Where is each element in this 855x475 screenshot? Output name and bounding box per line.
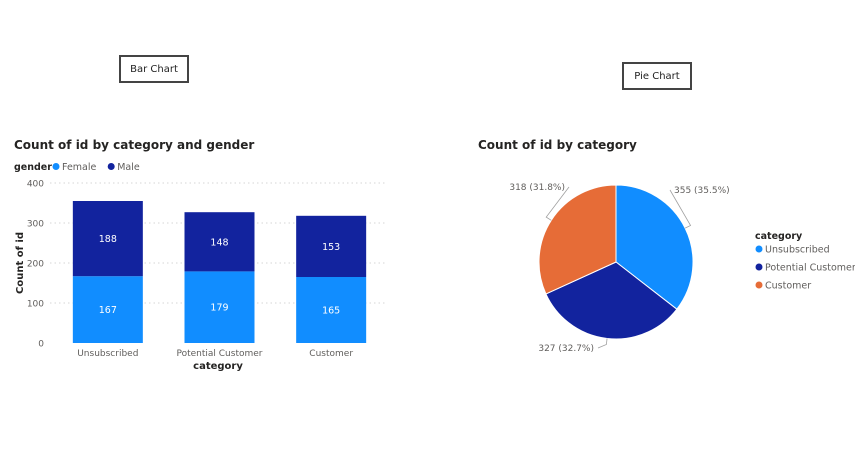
data-label: 318 (31.8%) <box>509 183 565 193</box>
bar-female <box>296 277 367 343</box>
leader-line <box>545 186 570 221</box>
y-tick-label: 200 <box>27 260 44 270</box>
y-tick-label: 400 <box>27 180 44 190</box>
bar-female <box>184 271 255 343</box>
bar-male <box>296 215 367 277</box>
legend-marker-potential-customer <box>755 263 763 271</box>
data-label: 148 <box>210 237 228 248</box>
bar-male <box>72 201 143 277</box>
legend-marker-customer <box>755 281 763 289</box>
pie-chart-title: Count of id by category <box>478 138 637 152</box>
legend-label-female: Female <box>62 162 97 173</box>
legend-marker-female <box>52 163 60 170</box>
data-label: 188 <box>99 234 117 245</box>
data-label: 327 (32.7%) <box>538 344 594 354</box>
legend-marker-unsubscribed <box>755 245 763 253</box>
x-tick-label: Unsubscribed <box>77 349 138 359</box>
y-tick-label: 0 <box>38 340 44 350</box>
bar-chart-title: Count of id by category and gender <box>14 138 255 152</box>
bar-chart: gender Female Male 0 100 200 300 400 Count of id… <box>14 162 385 372</box>
legend-label-customer: Customer <box>765 281 811 292</box>
legend-label-potential-customer: Potential Customer <box>765 263 855 274</box>
legend-label-male: Male <box>117 162 140 173</box>
x-tick-label: Potential Customer <box>176 349 262 359</box>
data-label: 153 <box>322 242 340 253</box>
legend-title: gender <box>14 162 52 173</box>
legend-label-unsubscribed: Unsubscribed <box>765 245 830 256</box>
x-tick-label: Customer <box>309 349 353 359</box>
bar-female <box>72 276 143 343</box>
leader-line <box>669 189 692 229</box>
legend-title: category <box>755 231 803 242</box>
leader-line <box>597 338 608 349</box>
data-label: 355 (35.5%) <box>674 186 730 196</box>
bar-chart-label: Bar Chart <box>119 55 189 83</box>
y-axis-label: Count of id <box>15 232 26 294</box>
data-label: 179 <box>210 303 228 314</box>
x-axis-label: category <box>193 361 243 372</box>
pie-chart-label: Pie Chart <box>622 62 692 90</box>
data-label: 167 <box>99 305 117 316</box>
legend-marker-male <box>107 163 115 170</box>
pie-slice-customer <box>538 184 617 295</box>
data-label: 165 <box>322 306 340 317</box>
bar-male <box>184 212 255 272</box>
y-tick-label: 100 <box>27 300 44 310</box>
y-tick-label: 300 <box>27 220 44 230</box>
